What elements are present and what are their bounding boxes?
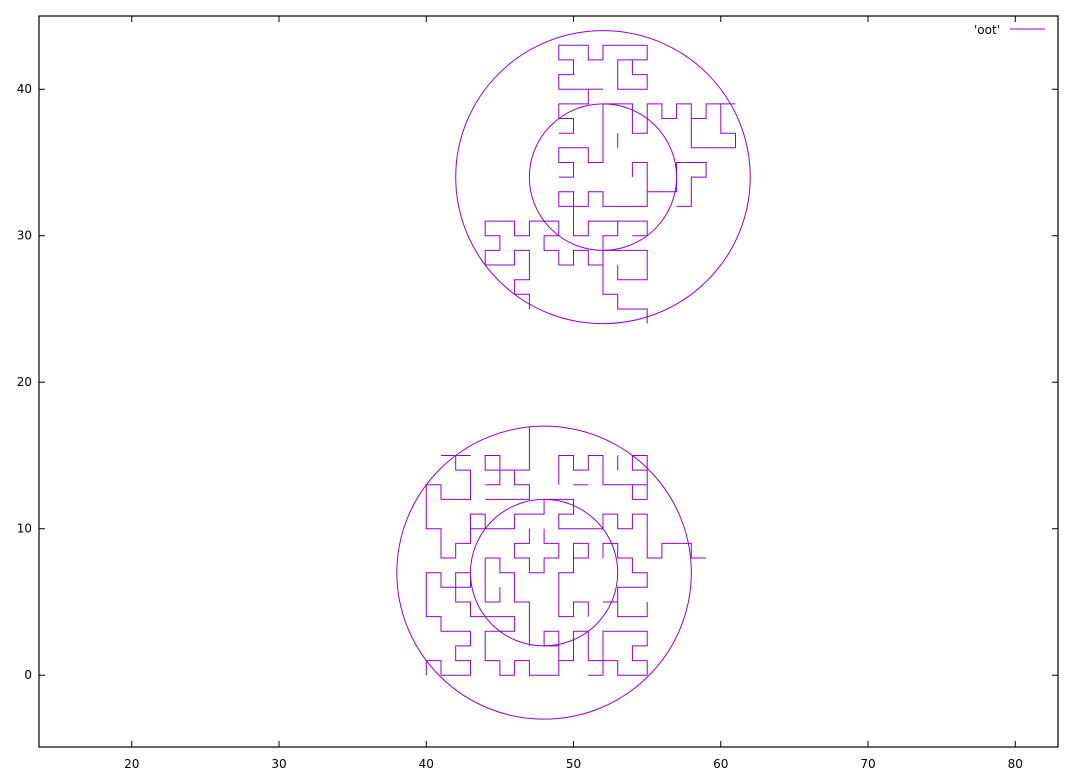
legend-label: 'oot' bbox=[974, 23, 1000, 37]
y-tick-label: 0 bbox=[24, 668, 32, 682]
series-line bbox=[485, 426, 530, 500]
x-tick-label: 70 bbox=[860, 757, 875, 771]
series-line bbox=[484, 455, 515, 486]
series-line bbox=[558, 44, 648, 134]
x-tick-label: 60 bbox=[713, 757, 728, 771]
series-line bbox=[558, 455, 648, 500]
legend: 'oot' bbox=[974, 23, 1045, 37]
series-line bbox=[602, 249, 648, 324]
series-line bbox=[484, 557, 530, 646]
y-tick-label: 20 bbox=[17, 375, 32, 389]
plot-frame bbox=[38, 15, 1059, 748]
series-oot bbox=[396, 30, 751, 720]
series-line bbox=[425, 455, 486, 559]
series-line bbox=[485, 498, 707, 559]
x-tick-label: 40 bbox=[419, 757, 434, 771]
series-line bbox=[631, 162, 648, 192]
axis-ticks: 20 30 40 50 60 70 80 0 10 20 30 40 bbox=[17, 16, 1058, 771]
y-tick-label: 10 bbox=[17, 522, 32, 536]
x-tick-label: 50 bbox=[566, 757, 581, 771]
series-line bbox=[602, 542, 648, 618]
x-tick-label: 80 bbox=[1008, 757, 1023, 771]
series-line bbox=[558, 542, 589, 618]
series-line bbox=[425, 572, 648, 676]
y-tick-label: 40 bbox=[17, 82, 32, 96]
x-tick-label: 20 bbox=[124, 757, 139, 771]
series-line bbox=[484, 162, 707, 309]
series-circle bbox=[396, 425, 692, 720]
series-line bbox=[558, 103, 736, 178]
series-line bbox=[617, 220, 648, 237]
y-tick-label: 30 bbox=[17, 229, 32, 243]
series-circle bbox=[455, 30, 751, 325]
x-tick-label: 30 bbox=[271, 757, 286, 771]
series-line bbox=[514, 528, 560, 574]
